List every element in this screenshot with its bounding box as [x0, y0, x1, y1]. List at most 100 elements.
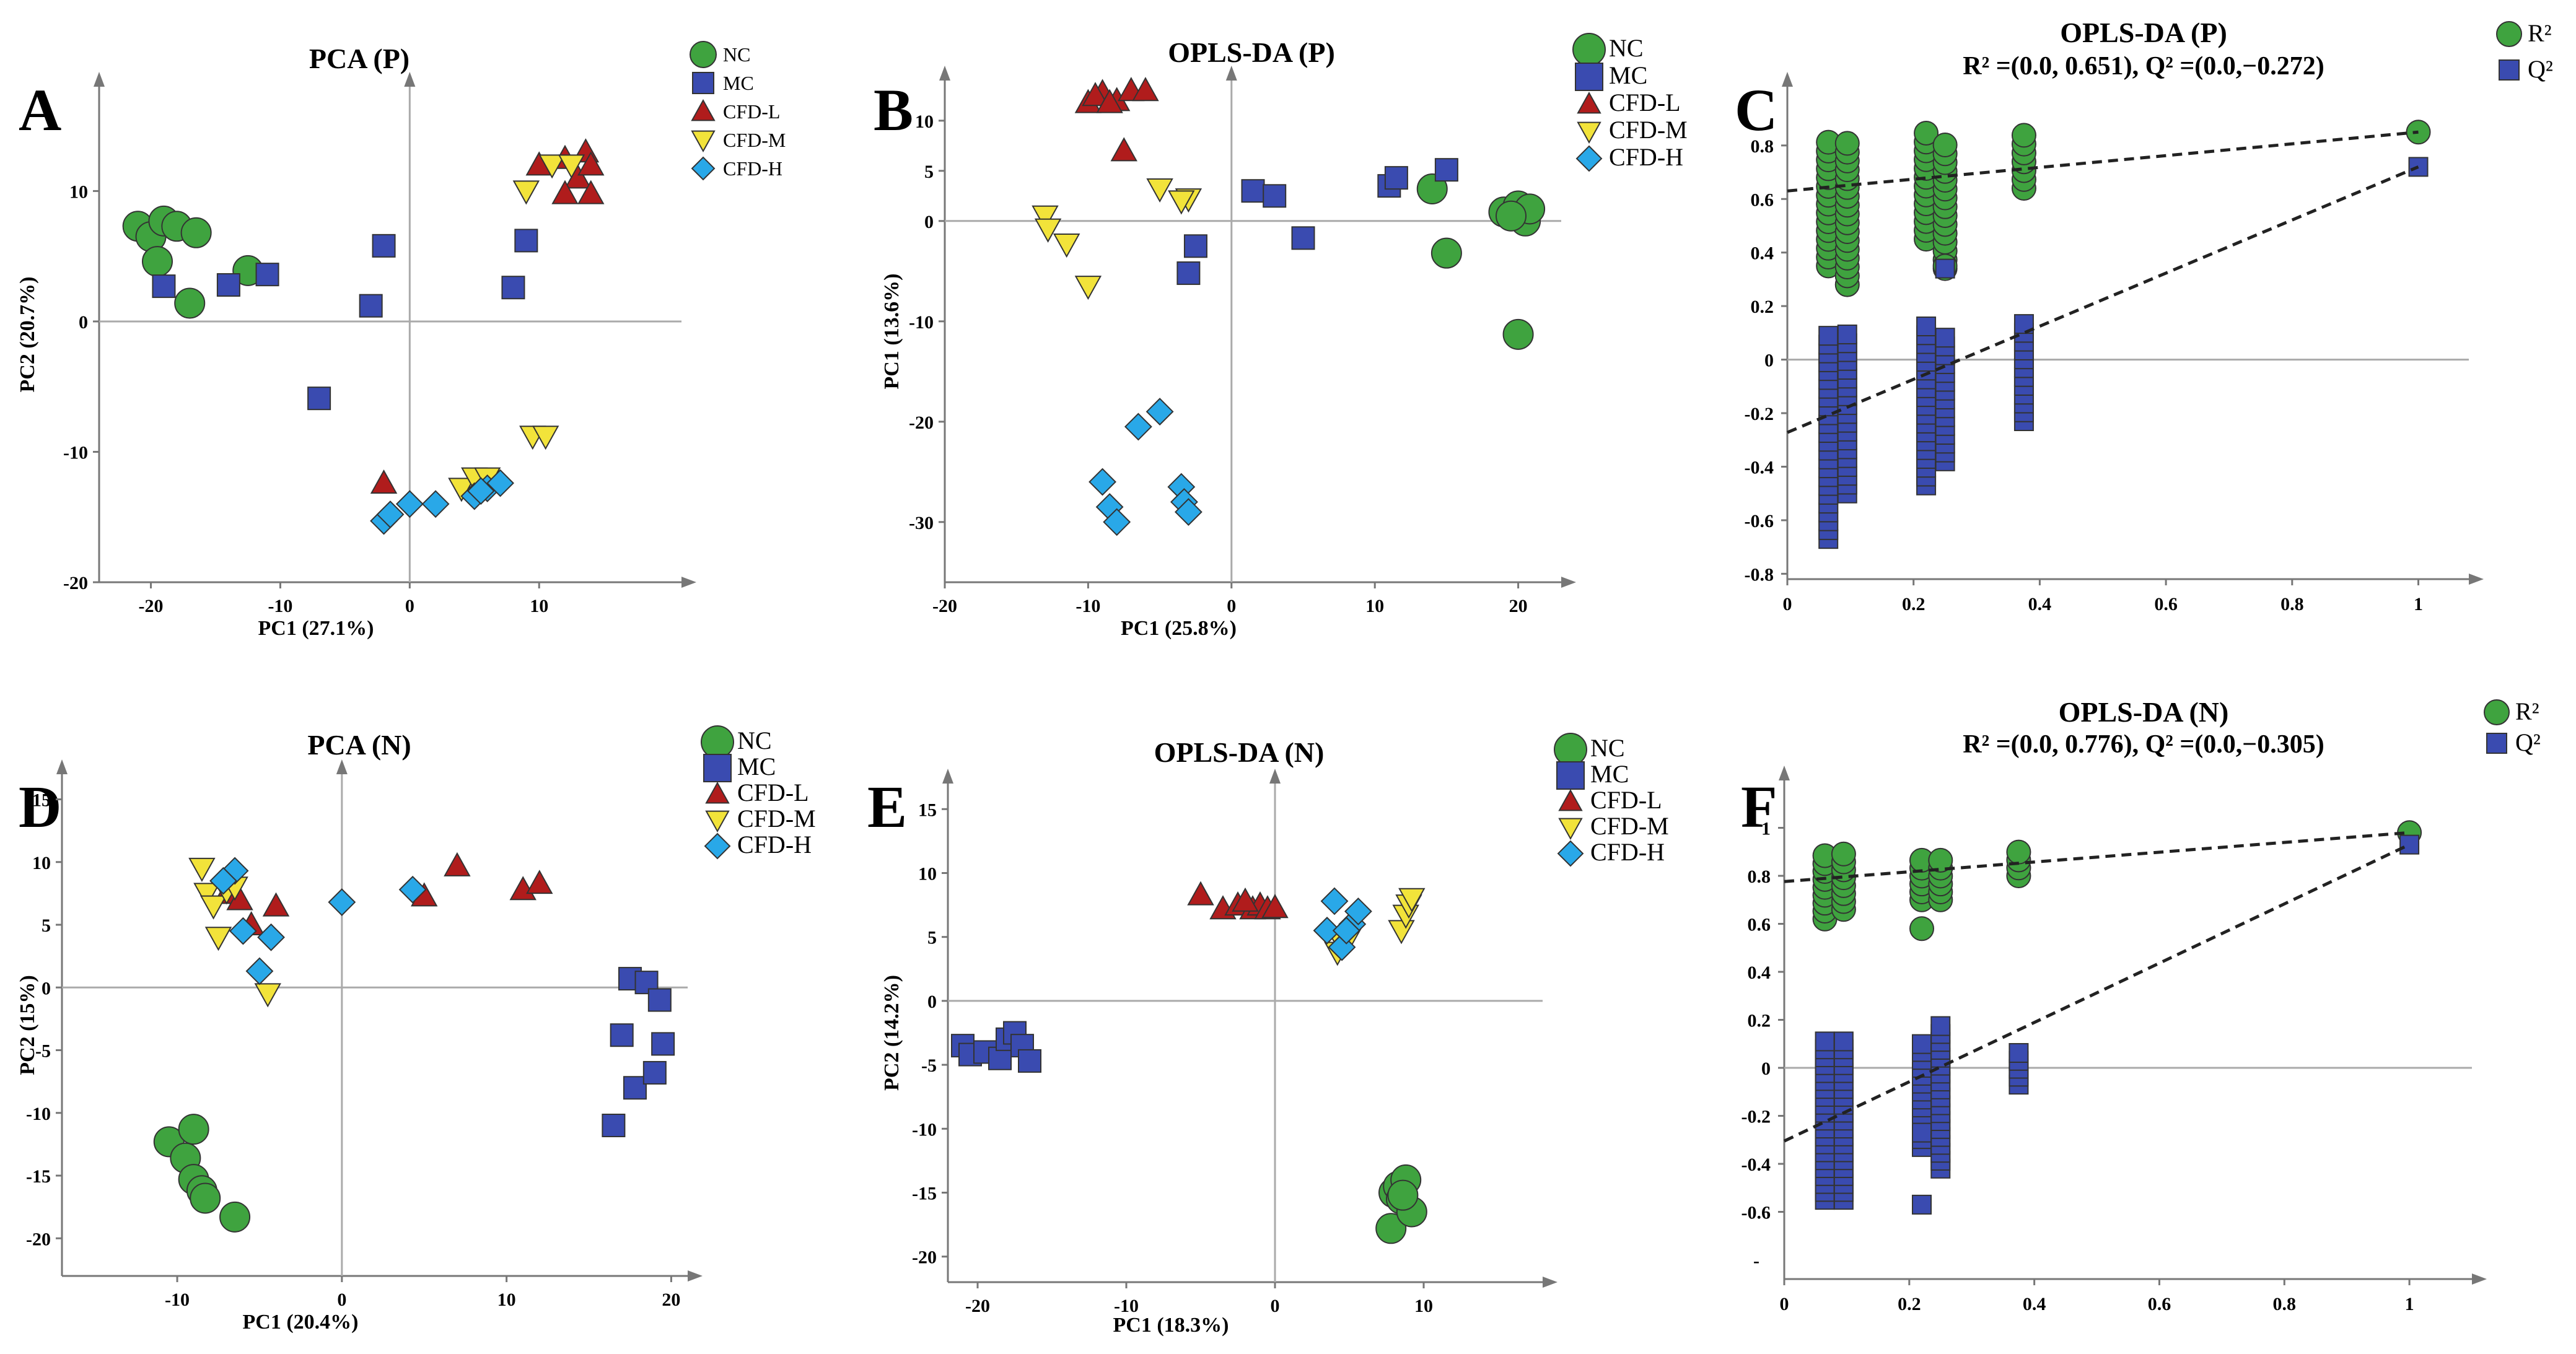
- legend-label: CFD-H: [1590, 838, 1665, 866]
- y-tick-label: 10: [918, 863, 937, 884]
- point-mc: [152, 274, 176, 299]
- point-mc: [642, 1060, 667, 1085]
- point-nc: [219, 1201, 251, 1233]
- point-cfd-h: [1320, 887, 1349, 915]
- y-axis-arrowhead: [1779, 766, 1790, 780]
- point-mc: [1434, 158, 1458, 182]
- x-tick-label: 0.2: [1898, 1294, 1921, 1314]
- y-axis-arrowhead: [56, 759, 68, 774]
- y-tick-label: 1: [1761, 819, 1771, 839]
- point-nc: [190, 1182, 221, 1214]
- point-cfd-m: [1053, 234, 1080, 258]
- legend-marker-q2: [2486, 733, 2507, 754]
- q2-point: [1912, 1122, 1932, 1143]
- x-tick-label: -10: [268, 596, 292, 616]
- legend-marker-cfd-l: [1577, 91, 1601, 114]
- y-tick-label: 0: [924, 212, 934, 232]
- point-cfd-h: [257, 923, 285, 951]
- x-tick-label: 0.8: [2273, 1294, 2297, 1314]
- y-tick-label: 0.2: [1751, 297, 1774, 317]
- y-axis-label: PC2 (20.7%): [16, 277, 39, 393]
- x-tick-label: -20: [139, 596, 164, 616]
- r2-regression-line: [1784, 831, 2410, 883]
- legend-marker-r2: [2496, 21, 2522, 47]
- x-tick-label: 0: [337, 1290, 346, 1310]
- legend-label: CFD-L: [737, 779, 809, 806]
- point-cfd-h: [376, 500, 405, 528]
- point-cfd-l: [526, 870, 553, 894]
- point-cfd-l: [262, 892, 290, 917]
- y-tick-label: -0.6: [1745, 511, 1774, 531]
- x-tick-label: -20: [965, 1296, 990, 1316]
- zero-line-vertical-arrowhead: [1225, 66, 1237, 81]
- legend-label: CFD-M: [1609, 116, 1688, 144]
- chart-title: OPLS-DA (P): [1168, 37, 1335, 68]
- y-axis-arrowhead: [942, 769, 953, 784]
- legend-label: NC: [1590, 734, 1625, 762]
- legend-label: CFD-L: [1590, 786, 1662, 814]
- point-mc: [359, 294, 383, 318]
- point-cfd-m: [1074, 276, 1102, 300]
- legend-label: NC: [723, 43, 750, 66]
- point-nc: [1430, 237, 1462, 269]
- y-tick-label: 0: [927, 992, 937, 1012]
- y-tick-label: 0: [79, 312, 88, 333]
- q2-point: [1818, 326, 1839, 346]
- point-mc: [651, 1032, 675, 1056]
- y-tick-label: 15: [918, 800, 937, 820]
- r2-point: [2011, 123, 2036, 148]
- q2-point: [1833, 1031, 1854, 1052]
- point-cfd-h: [1332, 916, 1360, 945]
- x-tick-label: 10: [1414, 1296, 1433, 1316]
- point-mc: [255, 263, 279, 287]
- y-tick-label: 0.8: [1748, 867, 1771, 887]
- point-cfd-h: [1313, 916, 1341, 945]
- y-axis-arrowhead: [94, 72, 105, 87]
- panel-c: C OPLS-DA (P) R² =(0.0, 0.651), Q² =(0.0,−…: [1735, 17, 2553, 614]
- x-tick-label: 0: [1271, 1296, 1280, 1316]
- panel-f: F OPLS-DA (N)R² =(0.0, 0.776), Q² =(0.0,−…: [1741, 696, 2541, 1314]
- y-tick-label: -5: [35, 1041, 51, 1062]
- point-cfd-l: [1096, 89, 1123, 113]
- y-tick-label: -5: [921, 1055, 937, 1076]
- x-tick-label: 0: [1780, 1294, 1789, 1314]
- panel-label: E: [867, 774, 907, 840]
- point-cfd-h: [209, 867, 237, 895]
- point-cfd-m: [1388, 920, 1415, 945]
- legend-marker-mc: [1575, 63, 1603, 91]
- r2-regression-line: [1787, 130, 2419, 193]
- y-tick-label: -30: [909, 513, 934, 533]
- point-nc: [142, 246, 173, 277]
- point-mc: [1241, 179, 1265, 203]
- legend-marker-nc: [690, 41, 717, 68]
- chart-subtitle: R² =(0.0, 0.776), Q² =(0.0,−0.305): [1963, 730, 2324, 759]
- panel-b: B OPLS-DA (P) -20 -10 0 10 20 -30 -20 -10 0 5 10 PC1 …: [874, 33, 1688, 640]
- x-tick-label: 10: [530, 596, 548, 616]
- point-mc: [1183, 234, 1207, 258]
- q2-point: [1935, 258, 1955, 279]
- y-tick-label: -10: [26, 1104, 51, 1124]
- y-tick-label: 10: [69, 181, 88, 202]
- r2-point: [2006, 839, 2031, 865]
- point-cfd-m: [532, 426, 559, 450]
- x-tick-label: 0.6: [2148, 1294, 2171, 1314]
- point-cfd-h: [1103, 508, 1131, 536]
- y-tick-label: -15: [912, 1184, 937, 1204]
- point-nc: [1387, 1179, 1419, 1211]
- legend-marker-cfd-l: [1558, 788, 1583, 811]
- legend-label: CFD-H: [1609, 143, 1683, 171]
- point-cfd-l: [1187, 881, 1214, 906]
- point-nc: [1502, 318, 1534, 350]
- point-cfd-m: [204, 927, 232, 951]
- x-tick-label: -10: [1076, 596, 1100, 616]
- zero-line-vertical-arrowhead: [336, 759, 348, 774]
- legend-marker-nc: [1554, 733, 1587, 766]
- zero-line-vertical-arrowhead: [1269, 769, 1281, 784]
- point-cfd-h: [1344, 897, 1372, 925]
- y-tick-label: 0.6: [1751, 190, 1774, 210]
- legend-label: NC: [1609, 34, 1644, 62]
- y-tick-label: 10: [915, 111, 934, 132]
- y-tick-label: 5: [927, 928, 937, 948]
- y-tick-label: -20: [909, 413, 934, 433]
- point-cfd-m: [1146, 178, 1173, 203]
